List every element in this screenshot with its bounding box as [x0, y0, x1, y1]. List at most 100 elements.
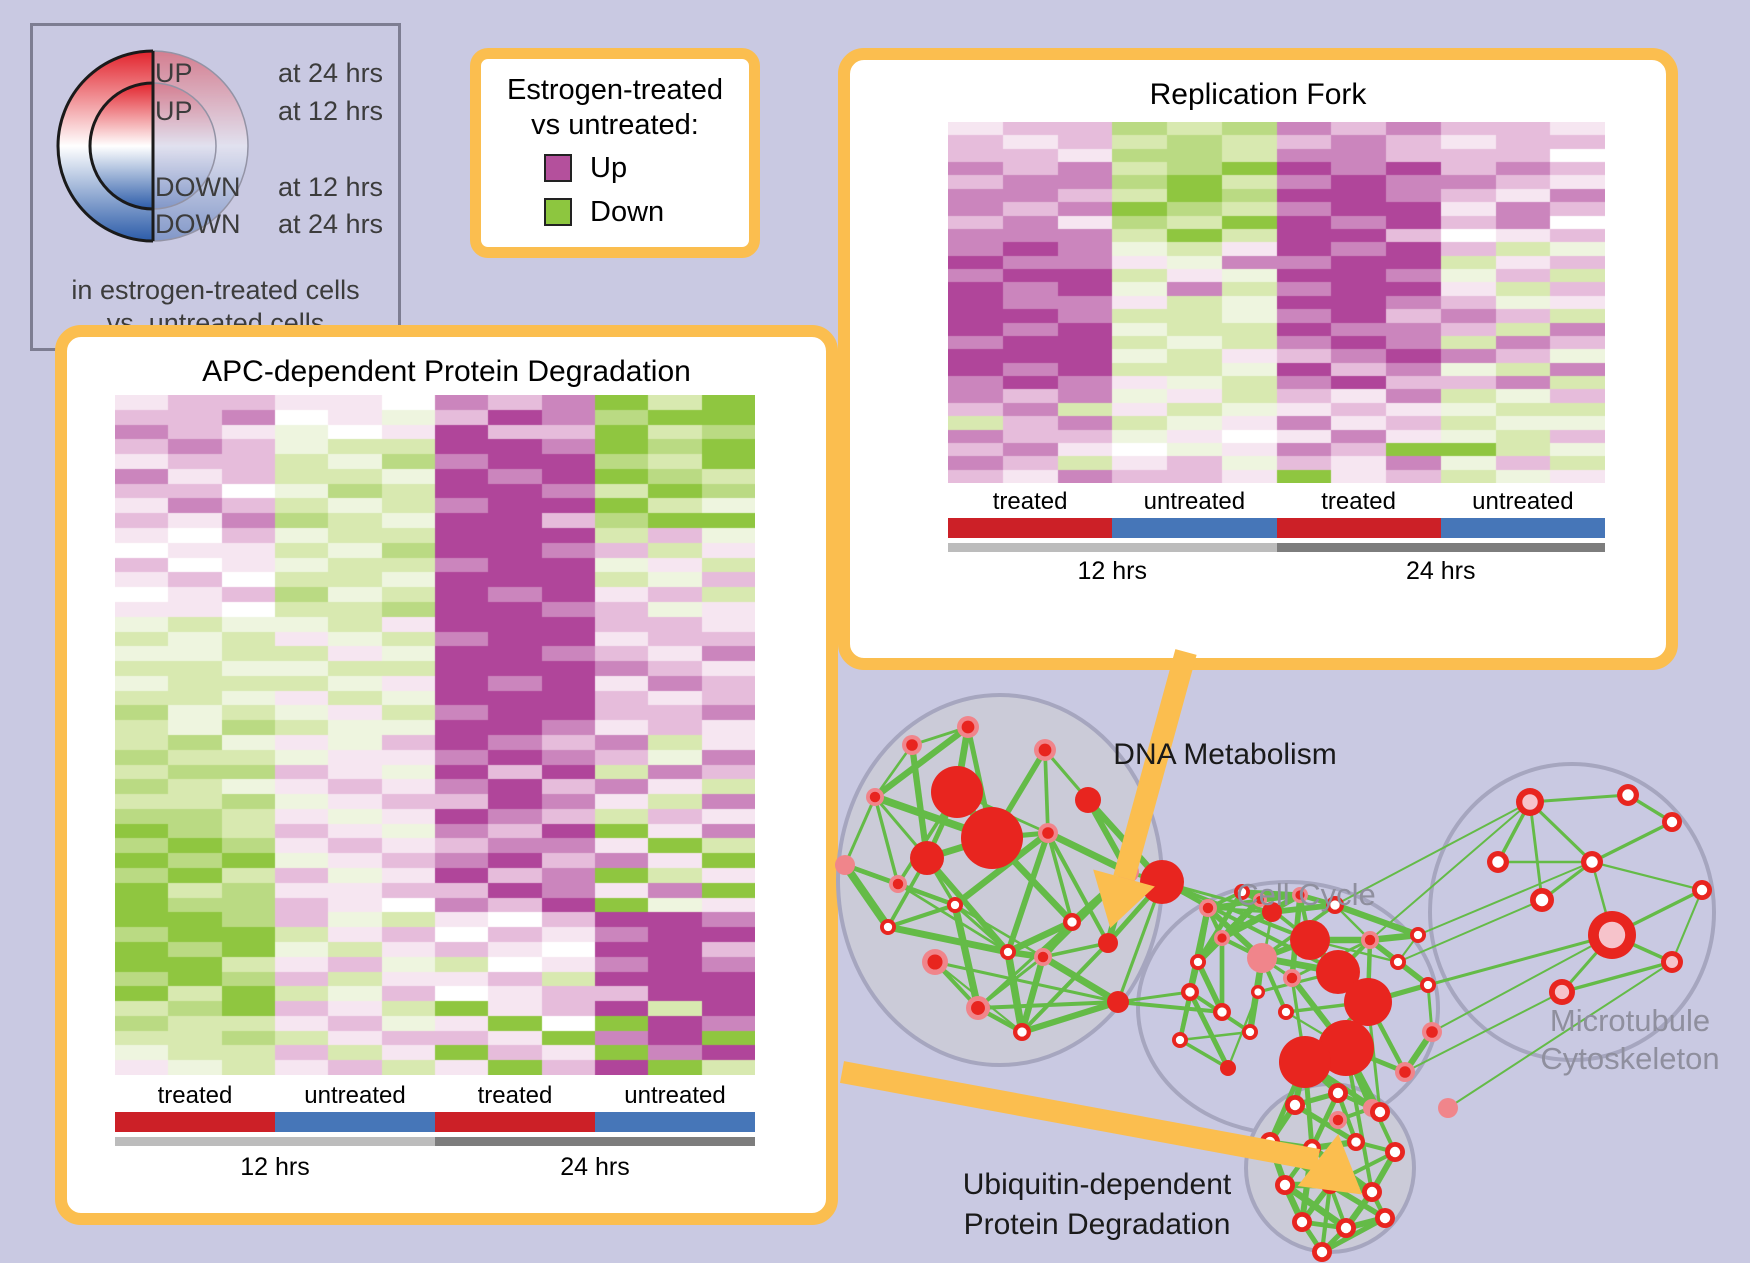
updown-legend-title: Estrogen-treated	[506, 74, 723, 106]
network-edge	[1266, 1140, 1289, 1187]
rf-heatmap	[948, 122, 1605, 483]
network-edge	[1310, 1145, 1374, 1195]
network-edge	[843, 796, 877, 866]
network-edge	[956, 790, 1049, 835]
network-edge	[886, 857, 929, 928]
network-edge	[1397, 934, 1419, 963]
apc-time-labels: 12 hrs 24 hrs	[115, 1153, 755, 1182]
gene-node	[835, 855, 855, 875]
gene-node	[1220, 1060, 1236, 1076]
apc-group-labels: treated untreated treated untreated	[115, 1082, 755, 1110]
network-edge	[1018, 956, 1047, 1033]
network-edge	[1257, 970, 1339, 994]
network-edge	[1427, 933, 1613, 987]
network-edge	[1299, 1220, 1325, 1254]
network-edge	[954, 903, 1044, 959]
flow-arrow-head	[1093, 869, 1155, 929]
gene-node	[1034, 739, 1056, 761]
network-edge	[1343, 1190, 1375, 1230]
gene-node-center	[1281, 1007, 1291, 1017]
gene-node	[1422, 1022, 1442, 1042]
network-edge	[908, 744, 931, 859]
gene-node	[1199, 899, 1217, 917]
group-label: treated	[1321, 488, 1396, 515]
gene-node-center	[1666, 816, 1678, 828]
network-edge	[1337, 1091, 1381, 1114]
network-edge	[1285, 1011, 1347, 1049]
rf-time-labels: 12 hrs 24 hrs	[948, 557, 1605, 586]
network-edge	[1106, 880, 1164, 945]
gene-node-center	[1554, 984, 1570, 1000]
up-down-ring-icon	[56, 49, 249, 243]
network-edge	[1309, 938, 1399, 964]
network-edge	[1303, 1059, 1382, 1115]
gene-node	[1516, 788, 1544, 816]
network-edge	[873, 796, 900, 885]
gene-node	[1370, 1102, 1390, 1122]
network-edge	[1005, 832, 1051, 953]
network-edge	[887, 903, 956, 929]
gene-node	[1213, 1003, 1231, 1021]
network-edge	[1004, 951, 1026, 1033]
gene-node-center	[1003, 947, 1013, 957]
bottom-margin-strip	[0, 1263, 1750, 1279]
network-edge	[951, 904, 982, 1009]
network-edge	[1369, 931, 1419, 944]
network-edge	[1259, 957, 1289, 1013]
treated-bar	[435, 1112, 595, 1132]
network-edge	[1369, 1150, 1398, 1194]
network-edge	[1187, 961, 1201, 993]
network-edge	[1528, 800, 1594, 864]
network-edge	[1285, 1000, 1369, 1014]
network-edge	[976, 920, 1074, 1010]
treated-bar	[115, 1112, 275, 1132]
network-edge	[1179, 1030, 1251, 1042]
network-edge	[1344, 1047, 1397, 1153]
untreated-bar	[595, 1112, 755, 1132]
network-edge	[1304, 1045, 1347, 1065]
gene-node	[1410, 927, 1426, 943]
gene-node	[1251, 985, 1265, 999]
network-edge	[1041, 954, 1120, 1005]
gene-node	[1395, 1062, 1415, 1082]
network-edge	[1309, 939, 1369, 1003]
gene-node-center	[1286, 972, 1298, 984]
gene-node-center	[883, 922, 893, 932]
gene-node	[1303, 1139, 1321, 1157]
gene-node	[889, 875, 907, 893]
network-edge	[976, 1006, 1024, 1034]
gene-node-center	[1202, 902, 1214, 914]
gene-node	[1344, 978, 1392, 1026]
network-edge	[1195, 907, 1211, 963]
network-edge	[934, 961, 1023, 1033]
network-edge	[1309, 1091, 1341, 1150]
network-edge	[1006, 918, 1074, 956]
network-edge	[1329, 1150, 1396, 1187]
network-edge	[1627, 793, 1673, 824]
gene-node	[1487, 851, 1509, 873]
gene-node-center	[1389, 1146, 1401, 1158]
gene-node-center	[1037, 951, 1049, 963]
gene-node	[1190, 954, 1206, 970]
gene-node	[1661, 951, 1683, 973]
network-edge	[1206, 907, 1224, 939]
gene-node	[1549, 979, 1575, 1005]
gene-node-center	[1038, 743, 1052, 757]
group-label: treated	[157, 1082, 233, 1109]
treated-bar	[1276, 518, 1441, 538]
network-edge	[1255, 957, 1265, 993]
gene-node	[1038, 823, 1058, 843]
network-edge	[1260, 937, 1312, 961]
gene-node-center	[1522, 794, 1538, 810]
gene-node-center	[1379, 1212, 1391, 1224]
ring-dir-label: DOWN	[155, 172, 241, 202]
updown-legend-items: Up Down	[481, 152, 749, 229]
gene-node	[1117, 861, 1139, 883]
network-edge	[1161, 881, 1209, 909]
network-edge	[1177, 961, 1201, 1041]
gene-node	[1363, 1099, 1381, 1117]
gene-node-center	[1185, 987, 1195, 997]
network-edge	[1426, 984, 1434, 1033]
gene-node	[1438, 1098, 1458, 1118]
gene-node-center	[1193, 957, 1203, 967]
